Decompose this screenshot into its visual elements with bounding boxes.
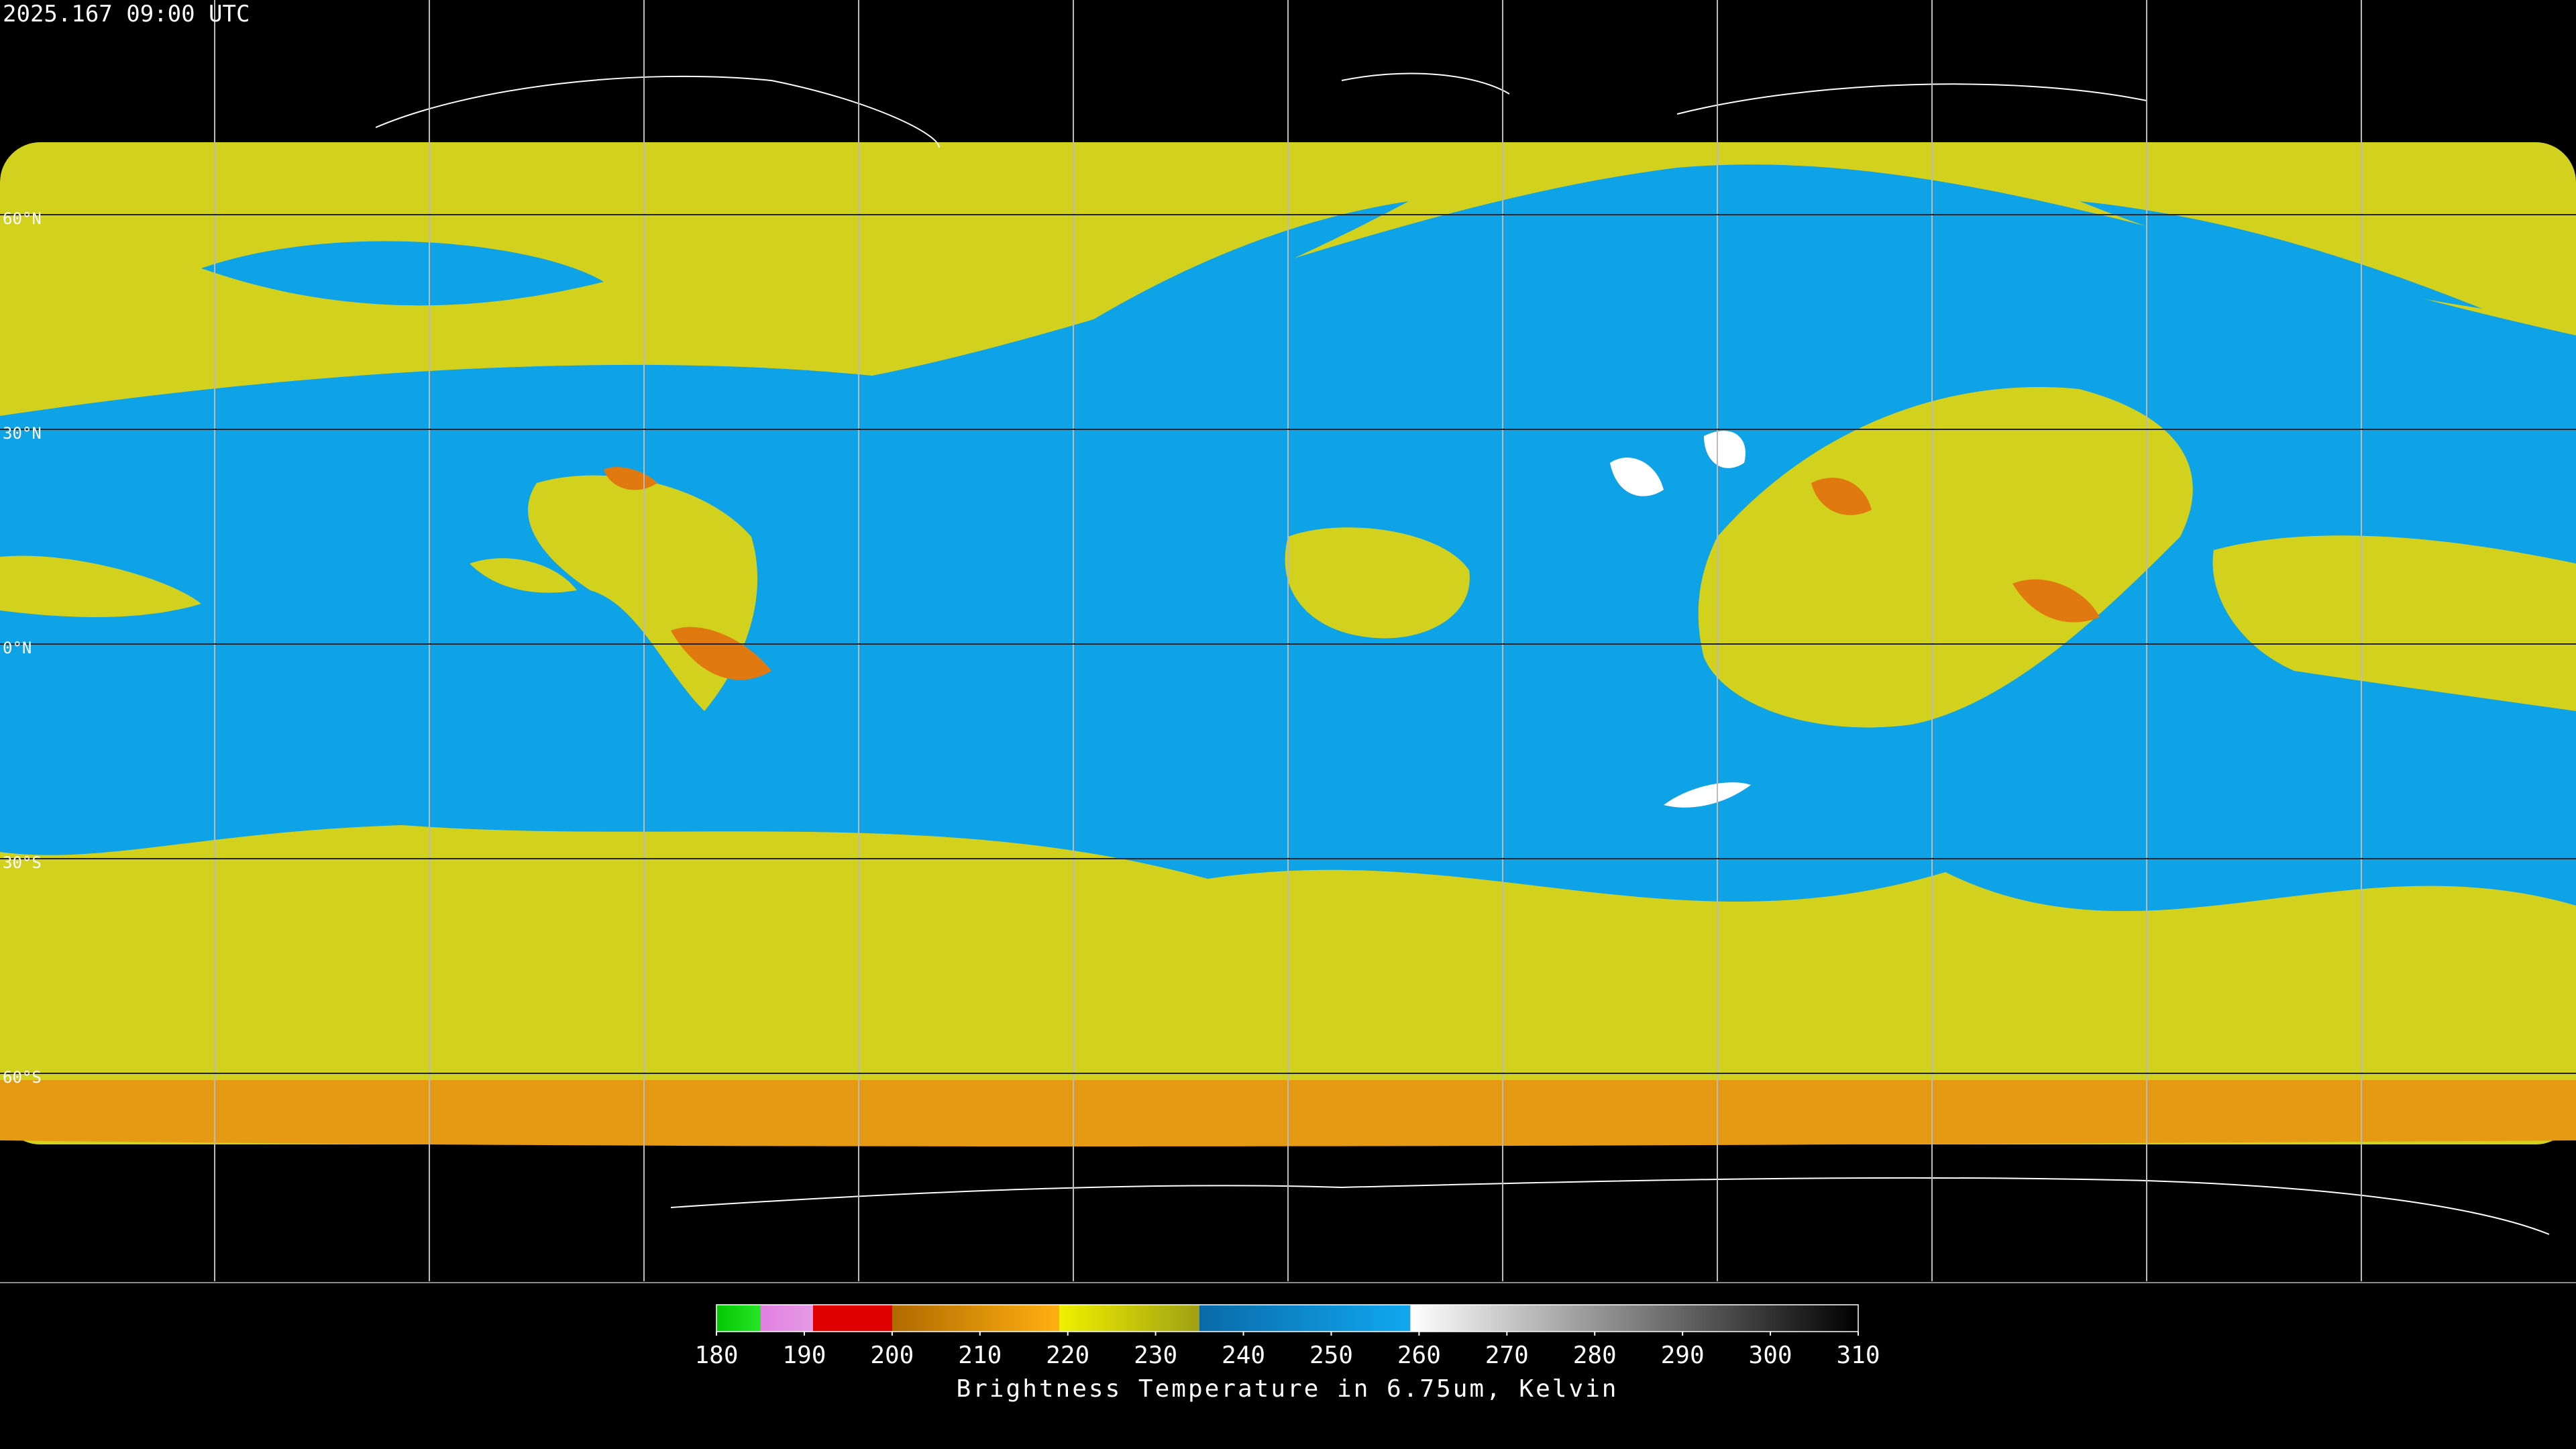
colorbar-tick-label: 250 — [1309, 1342, 1353, 1369]
colorbar-frame — [716, 1304, 1859, 1332]
cloud-cluster — [1285, 527, 1470, 639]
lat-label: 30°S — [3, 853, 42, 872]
colorbar-tick-label: 210 — [958, 1342, 1002, 1369]
lat-label: 60°S — [3, 1068, 42, 1087]
colorbar-tick-label: 290 — [1661, 1342, 1705, 1369]
colorbar-tick-label: 200 — [870, 1342, 914, 1369]
graticule: 60°N 30°N 0°N 30°S 60°S — [0, 0, 2576, 1283]
colorbar-segment — [892, 1305, 1059, 1332]
colorbar-tick-label: 260 — [1397, 1342, 1441, 1369]
colorbar: 180 190 200 210 220 230 240 250 260 270 280 290 300 3… — [694, 1304, 1880, 1369]
convection — [604, 467, 2100, 680]
colorbar-segment — [1199, 1305, 1411, 1332]
lat-label: 0°N — [3, 639, 32, 657]
colorbar-tick-label: 230 — [1134, 1342, 1177, 1369]
colorbar-tick-label: 280 — [1573, 1342, 1617, 1369]
colorbar-label: Brightness Temperature in 6.75um, Kelvin — [957, 1375, 1619, 1403]
lat-label: 60°N — [3, 209, 42, 228]
colorbar-tick-label: 180 — [694, 1342, 738, 1369]
timestamp: 2025.167 09:00 UTC — [3, 1, 250, 28]
coastline — [375, 72, 2550, 1235]
lat-label: 30°N — [3, 424, 42, 443]
colorbar-tick-label: 270 — [1485, 1342, 1529, 1369]
cloud-cluster — [470, 475, 758, 711]
cloud-cluster — [1698, 386, 2193, 728]
colorbar-segment — [716, 1305, 761, 1332]
colorbar-segment — [1410, 1305, 1858, 1332]
colorbar-tick-label: 240 — [1222, 1342, 1265, 1369]
colorbar-tick-label: 190 — [782, 1342, 826, 1369]
colorbar-tick-label: 220 — [1046, 1342, 1089, 1369]
colorbar-segment — [760, 1305, 814, 1332]
colorbar-segment — [813, 1305, 892, 1332]
warm-spot — [1610, 431, 1751, 808]
colorbar-segment — [1059, 1305, 1200, 1332]
colorbar-tick-label: 310 — [1836, 1342, 1880, 1369]
cloud-cluster — [0, 535, 2576, 711]
colorbar-tick-label: 300 — [1749, 1342, 1792, 1369]
